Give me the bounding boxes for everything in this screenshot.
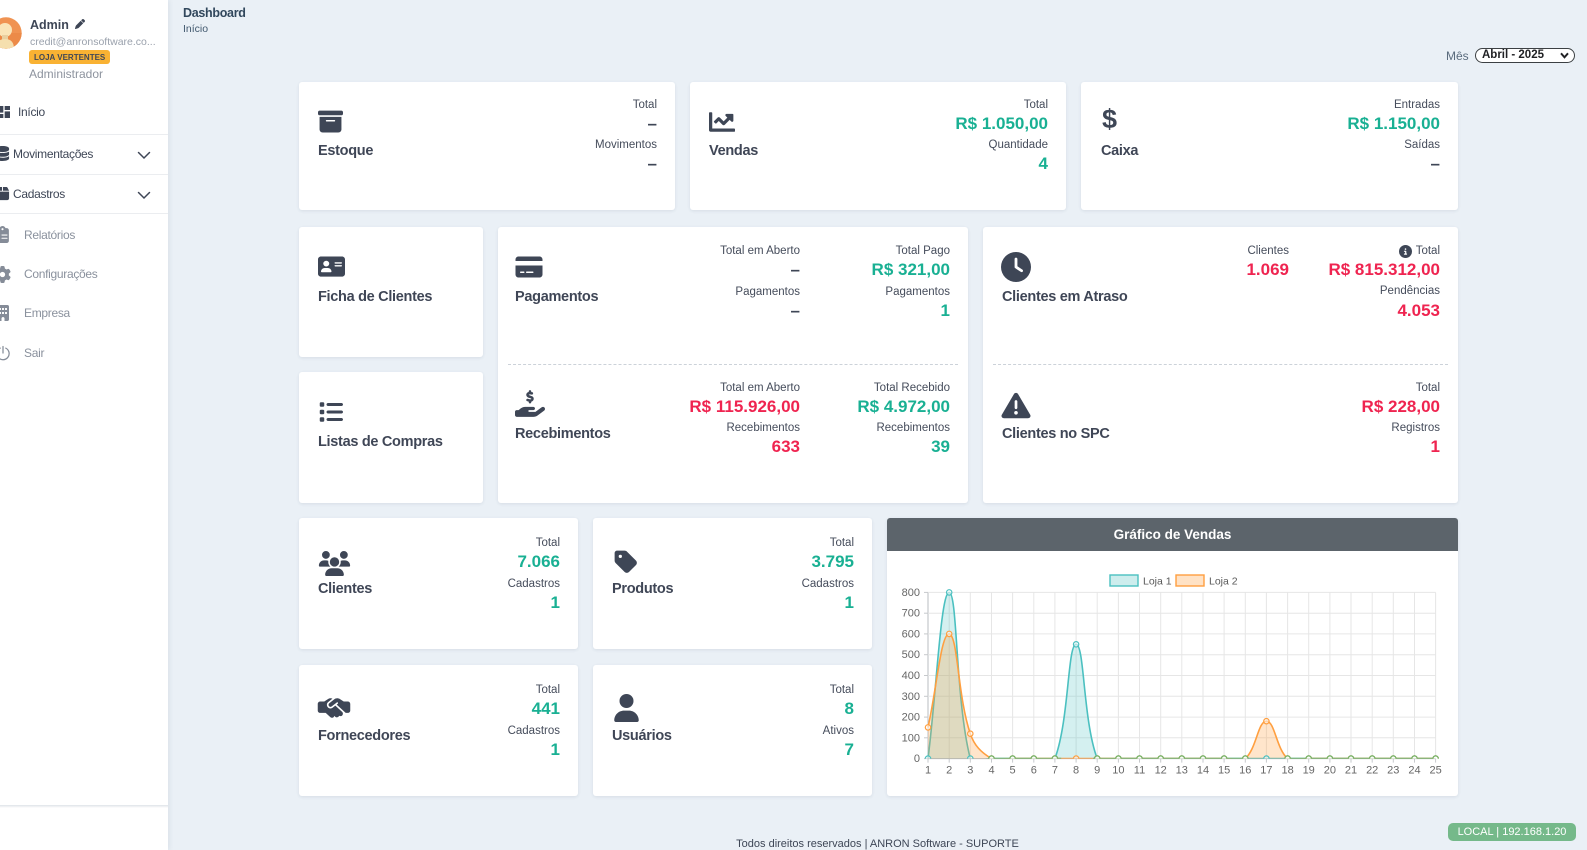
svg-text:Loja 1: Loja 1	[1143, 576, 1172, 588]
svg-text:8: 8	[1073, 765, 1079, 777]
svg-text:600: 600	[902, 628, 920, 640]
svg-text:15: 15	[1218, 765, 1230, 777]
svg-text:20: 20	[1324, 765, 1336, 777]
svg-text:7: 7	[1052, 765, 1058, 777]
svg-text:3: 3	[967, 765, 973, 777]
svg-text:24: 24	[1408, 765, 1420, 777]
svg-text:11: 11	[1134, 765, 1145, 777]
svg-text:6: 6	[1031, 765, 1037, 777]
svg-text:200: 200	[902, 712, 920, 724]
svg-text:2: 2	[946, 765, 952, 777]
svg-text:0: 0	[914, 753, 920, 765]
svg-text:500: 500	[902, 649, 920, 661]
svg-text:800: 800	[902, 587, 920, 599]
svg-text:5: 5	[1010, 765, 1016, 777]
svg-text:400: 400	[902, 670, 920, 682]
svg-text:1: 1	[925, 765, 931, 777]
svg-text:10: 10	[1112, 765, 1124, 777]
svg-text:9: 9	[1094, 765, 1100, 777]
svg-text:12: 12	[1155, 765, 1167, 777]
svg-text:25: 25	[1429, 765, 1441, 777]
svg-text:21: 21	[1345, 765, 1357, 777]
svg-text:18: 18	[1281, 765, 1293, 777]
svg-text:22: 22	[1366, 765, 1378, 777]
svg-text:Loja 2: Loja 2	[1209, 576, 1238, 588]
svg-text:300: 300	[902, 691, 920, 703]
svg-text:23: 23	[1387, 765, 1399, 777]
svg-text:14: 14	[1197, 765, 1209, 777]
svg-text:13: 13	[1176, 765, 1188, 777]
svg-text:16: 16	[1239, 765, 1251, 777]
svg-text:100: 100	[902, 732, 920, 744]
svg-text:19: 19	[1303, 765, 1315, 777]
svg-text:4: 4	[988, 765, 994, 777]
svg-text:700: 700	[902, 608, 920, 620]
svg-text:17: 17	[1260, 765, 1272, 777]
